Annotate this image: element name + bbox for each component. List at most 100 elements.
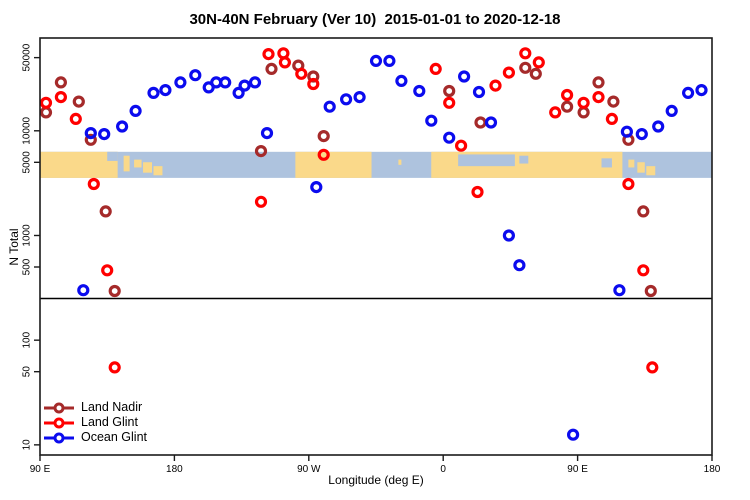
data-point — [484, 116, 498, 129]
data-point — [519, 61, 532, 74]
data-point — [84, 133, 97, 146]
y-tick-label: 100 — [22, 331, 33, 348]
y-tick-label: 50 — [22, 366, 33, 378]
data-point — [317, 130, 330, 143]
data-point — [238, 79, 251, 92]
map-island — [628, 159, 635, 168]
data-point — [519, 47, 532, 60]
map-island — [637, 162, 645, 173]
map-sea — [519, 155, 529, 164]
data-point — [665, 104, 678, 118]
data-point — [323, 100, 336, 113]
x-tick-label: 90 E — [567, 464, 588, 475]
series-land-nadir — [39, 59, 657, 298]
map-island — [153, 166, 163, 176]
data-point — [248, 76, 262, 89]
data-point — [129, 104, 142, 118]
data-point — [232, 86, 245, 100]
legend-label: Land Glint — [81, 415, 138, 429]
legend-label: Ocean Glint — [81, 430, 148, 444]
data-point — [98, 128, 111, 141]
legend-item-land-nadir: Land Nadir — [44, 400, 147, 415]
data-point — [472, 85, 486, 99]
data-point — [652, 120, 665, 133]
data-point — [502, 229, 515, 242]
data-point — [455, 139, 468, 152]
y-tick-label: 10 — [22, 439, 33, 451]
data-point — [189, 69, 202, 82]
map-island — [134, 159, 142, 168]
data-point — [458, 70, 471, 83]
map-land — [40, 151, 118, 178]
data-point — [72, 95, 85, 108]
data-point — [532, 56, 545, 69]
data-point — [39, 106, 53, 119]
data-point — [353, 90, 366, 104]
x-tick-label: 90 E — [30, 464, 51, 475]
data-point — [69, 112, 82, 126]
data-point — [260, 127, 274, 140]
data-point — [681, 86, 695, 100]
data-point — [613, 284, 626, 297]
chart-title: 30N-40N February (Ver 10) 2015-01-01 to … — [189, 11, 561, 28]
data-point — [513, 259, 526, 272]
data-point — [369, 54, 383, 68]
plot-frame — [39, 37, 713, 456]
data-point — [560, 100, 574, 113]
data-point — [471, 185, 484, 199]
data-point — [605, 112, 619, 126]
data-point — [474, 116, 487, 129]
map-land — [295, 151, 372, 178]
world-map-band — [40, 151, 712, 178]
data-point — [443, 131, 456, 144]
series-ocean-glint — [77, 54, 708, 441]
data-point — [115, 120, 129, 133]
land-nadir-marker-icon — [44, 402, 74, 413]
data-point — [560, 88, 574, 102]
data-point — [295, 67, 308, 80]
data-point — [566, 428, 580, 441]
data-point — [502, 66, 515, 79]
data-point — [340, 93, 353, 106]
map-island — [143, 162, 152, 173]
data-point — [265, 62, 278, 76]
data-point — [620, 125, 634, 138]
legend-item-land-glint: Land Glint — [44, 415, 147, 430]
data-point — [317, 148, 330, 161]
y-tick-label: 500 — [22, 258, 33, 275]
data-point — [87, 177, 100, 191]
map-sea — [107, 151, 118, 161]
data-point — [254, 145, 268, 158]
data-point — [254, 195, 268, 208]
data-point — [695, 83, 708, 97]
data-point — [39, 96, 53, 109]
land-glint-marker-icon — [44, 417, 74, 428]
data-point — [383, 54, 396, 68]
legend-label: Land Nadir — [81, 400, 143, 414]
data-point — [577, 106, 590, 119]
data-point — [277, 47, 290, 60]
data-point — [101, 264, 114, 277]
y-tick-label: 50000 — [22, 43, 33, 71]
data-point — [108, 284, 121, 298]
data-point — [635, 128, 648, 141]
map-island — [646, 166, 656, 176]
y-tick-label: 5000 — [22, 151, 33, 174]
data-point — [307, 77, 320, 91]
x-tick-label: 0 — [440, 464, 446, 475]
map-sea — [458, 154, 515, 167]
data-point — [443, 96, 456, 109]
data-point — [429, 62, 442, 76]
data-point — [99, 205, 112, 218]
legend-item-ocean-glint: Ocean Glint — [44, 430, 147, 445]
data-point — [577, 96, 590, 109]
data-point — [108, 361, 121, 374]
data-point — [147, 86, 160, 100]
data-point — [646, 361, 659, 374]
y-axis-label: N Total — [7, 228, 21, 266]
data-point — [54, 90, 68, 104]
data-point — [443, 84, 456, 98]
data-point — [174, 76, 187, 89]
